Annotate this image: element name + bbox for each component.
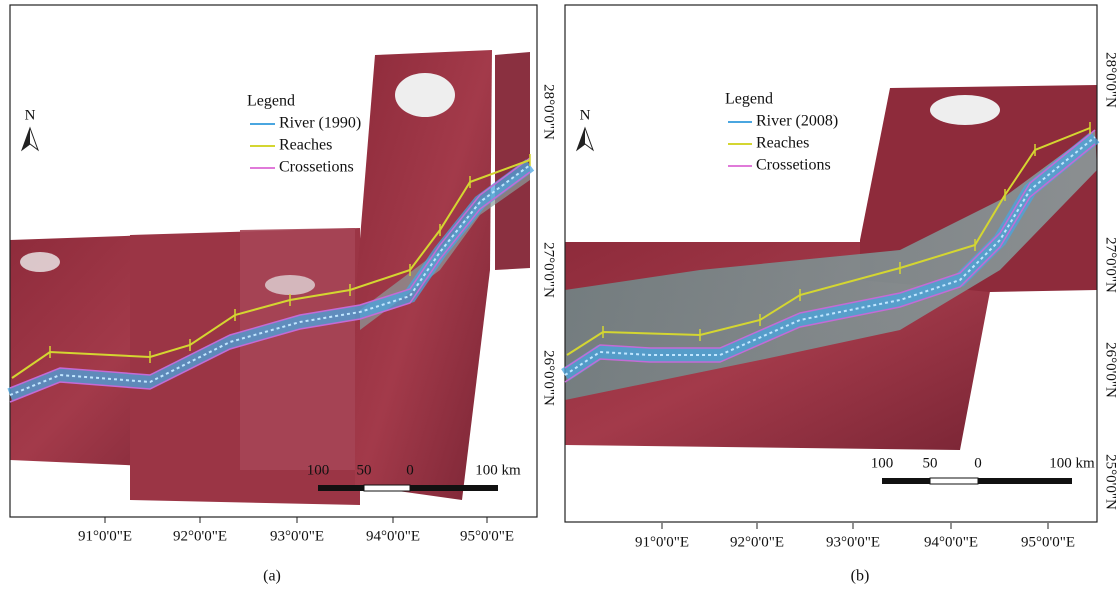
longitude-label: 92°0'0"E bbox=[173, 528, 227, 544]
scale-label: 100 bbox=[307, 462, 330, 478]
scale-bar bbox=[318, 485, 364, 491]
legend-title: Legend bbox=[725, 91, 773, 108]
latitude-label: 27°0'0"N bbox=[541, 242, 557, 298]
legend-item: Reaches bbox=[279, 137, 332, 154]
legend-item: River (1990) bbox=[279, 115, 361, 132]
caption: (a) bbox=[263, 568, 281, 585]
scale-bar bbox=[882, 478, 930, 484]
longitude-label: 95°0'0"E bbox=[460, 528, 514, 544]
latitude-label: 26°0'0"N bbox=[541, 350, 557, 406]
longitude-label: 95°0'0"E bbox=[1021, 534, 1075, 550]
scale-label: 50 bbox=[923, 455, 938, 471]
north-label: N bbox=[580, 107, 591, 123]
legend-title: Legend bbox=[247, 93, 295, 110]
longitude-label: 94°0'0"E bbox=[366, 528, 420, 544]
legend-item: Reaches bbox=[756, 135, 809, 152]
scale-label: 0 bbox=[406, 462, 414, 478]
legend-item: Crossetions bbox=[756, 157, 831, 174]
longitude-label: 92°0'0"E bbox=[730, 534, 784, 550]
latitude-label: 28°0'0"N bbox=[541, 84, 557, 140]
legend-item: Crossetions bbox=[279, 159, 354, 176]
caption: (b) bbox=[851, 568, 870, 585]
latitude-label: 28°0'0"N bbox=[1103, 52, 1118, 108]
scale-label: 0 bbox=[974, 455, 982, 471]
scale-bar bbox=[410, 485, 498, 491]
scale-bar bbox=[930, 478, 978, 484]
longitude-label: 93°0'0"E bbox=[270, 528, 324, 544]
legend-item: River (2008) bbox=[756, 113, 838, 130]
latitude-label: 25°0'0"N bbox=[1103, 454, 1118, 510]
longitude-label: 91°0'0"E bbox=[78, 528, 132, 544]
scale-label: 100 bbox=[871, 455, 894, 471]
scale-bar bbox=[978, 478, 1072, 484]
longitude-label: 94°0'0"E bbox=[924, 534, 978, 550]
latitude-label: 27°0'0"N bbox=[1103, 237, 1118, 293]
image-b bbox=[565, 85, 1097, 450]
scale-label: 100 km bbox=[1049, 455, 1095, 471]
image-a bbox=[10, 50, 530, 505]
scale-label: 100 km bbox=[475, 462, 521, 478]
latitude-label: 26°0'0"N bbox=[1103, 342, 1118, 398]
figure: Legend River (1990) Reaches Crossetions N 100… bbox=[0, 0, 1118, 592]
scale-bar bbox=[364, 485, 410, 491]
longitude-label: 91°0'0"E bbox=[635, 534, 689, 550]
scale-label: 50 bbox=[357, 462, 372, 478]
north-label: N bbox=[25, 107, 36, 123]
longitude-label: 93°0'0"E bbox=[826, 534, 880, 550]
